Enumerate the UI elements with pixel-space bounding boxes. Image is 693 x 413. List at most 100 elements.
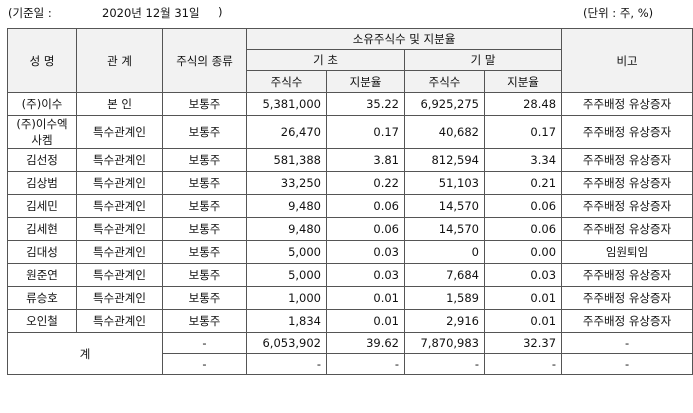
basis-date-value: 2020년 12월 31일 [102, 6, 200, 20]
cell-note: 주주배정 유상증자 [561, 171, 693, 195]
cell-relation: 특수관계인 [76, 309, 163, 333]
table-row: 김세현 특수관계인 보통주 9,480 0.06 14,570 0.06 주주배정 유상증자 [7, 217, 693, 241]
cell-start-shares: 9,480 [246, 194, 327, 218]
table-body: (주)이수 본 인 보통주 5,381,000 35.22 6,925,275 28.48 주… [7, 92, 693, 375]
total-label: 계 [7, 332, 163, 375]
total-end-shares: 7,870,983 [404, 332, 485, 354]
cell-name: 류승호 [7, 286, 77, 310]
cell-stock-type: 보통주 [162, 240, 247, 264]
header-start-ratio: 지분율 [326, 70, 405, 93]
cell-end-shares: 2,916 [404, 309, 485, 333]
cell-start-ratio: 0.01 [326, 286, 405, 310]
cell-relation: 특수관계인 [76, 194, 163, 218]
header-end-shares: 주식수 [404, 70, 485, 93]
cell-start-shares: 1,834 [246, 309, 327, 333]
table-row: 류승호 특수관계인 보통주 1,000 0.01 1,589 0.01 주주배정 유상증자 [7, 286, 693, 310]
cell-note: 주주배정 유상증자 [561, 217, 693, 241]
total-end-shares: - [404, 353, 485, 375]
header-name: 성 명 [7, 28, 77, 93]
cell-start-ratio: 3.81 [326, 148, 405, 172]
table-row: 김선정 특수관계인 보통주 581,388 3.81 812,594 3.34 주주배정 유상… [7, 148, 693, 172]
cell-start-ratio: 35.22 [326, 92, 405, 116]
cell-end-ratio: 0.01 [483, 309, 563, 333]
cell-stock-type: 보통주 [162, 194, 247, 218]
total-start-ratio: 39.62 [326, 332, 405, 354]
total-end-ratio: - [483, 353, 563, 375]
header-note: 비고 [561, 28, 693, 93]
cell-note: 주주배정 유상증자 [561, 309, 693, 333]
total-end-ratio: 32.37 [483, 332, 563, 354]
cell-end-shares: 6,925,275 [404, 92, 485, 116]
header-start: 기 초 [246, 49, 405, 71]
cell-end-shares: 0 [404, 240, 485, 264]
cell-name: 김선정 [7, 148, 77, 172]
cell-name: 김세현 [7, 217, 77, 241]
table-row: 김세민 특수관계인 보통주 9,480 0.06 14,570 0.06 주주배정 유상증자 [7, 194, 693, 218]
total-stock-type: - [162, 332, 247, 354]
cell-name: (주)이수엑사켐 [7, 115, 77, 149]
cell-stock-type: 보통주 [162, 286, 247, 310]
cell-end-ratio: 3.34 [483, 148, 563, 172]
unit-label: (단위 : 주, %) [583, 6, 654, 20]
cell-end-shares: 51,103 [404, 171, 485, 195]
cell-end-ratio: 0.21 [483, 171, 563, 195]
total-note: - [561, 353, 693, 375]
cell-relation: 특수관계인 [76, 240, 163, 264]
cell-start-shares: 5,000 [246, 240, 327, 264]
cell-start-shares: 5,381,000 [246, 92, 327, 116]
table-row: 김대성 특수관계인 보통주 5,000 0.03 0 0.00 임원퇴임 [7, 240, 693, 264]
cell-stock-type: 보통주 [162, 309, 247, 333]
basis-date-label: (기준일 : [8, 6, 52, 20]
cell-start-ratio: 0.03 [326, 240, 405, 264]
table-row: (주)이수 본 인 보통주 5,381,000 35.22 6,925,275 28.48 주… [7, 92, 693, 116]
cell-end-ratio: 28.48 [483, 92, 563, 116]
cell-name: 원준연 [7, 263, 77, 287]
cell-name: 김상범 [7, 171, 77, 195]
cell-start-ratio: 0.03 [326, 263, 405, 287]
cell-start-ratio: 0.06 [326, 194, 405, 218]
cell-stock-type: 보통주 [162, 171, 247, 195]
report-header: (기준일 : 2020년 12월 31일 ) (단위 : 주, %) [0, 0, 693, 26]
cell-note: 주주배정 유상증자 [561, 148, 693, 172]
cell-end-ratio: 0.00 [483, 240, 563, 264]
cell-start-ratio: 0.01 [326, 309, 405, 333]
total-start-shares: 6,053,902 [246, 332, 327, 354]
cell-name: (주)이수 [7, 92, 77, 116]
cell-stock-type: 보통주 [162, 217, 247, 241]
cell-end-shares: 14,570 [404, 217, 485, 241]
cell-relation: 특수관계인 [76, 115, 163, 149]
table-row: 원준연 특수관계인 보통주 5,000 0.03 7,684 0.03 주주배정 유상증자 [7, 263, 693, 287]
cell-end-ratio: 0.06 [483, 217, 563, 241]
cell-end-ratio: 0.03 [483, 263, 563, 287]
cell-stock-type: 보통주 [162, 115, 247, 149]
header-end-ratio: 지분율 [483, 70, 563, 93]
total-stock-type: - [162, 353, 247, 375]
cell-relation: 특수관계인 [76, 263, 163, 287]
header-start-shares: 주식수 [246, 70, 327, 93]
header-end: 기 말 [403, 49, 563, 71]
cell-end-ratio: 0.17 [483, 115, 563, 149]
cell-name: 김세민 [7, 194, 77, 218]
cell-end-ratio: 0.06 [483, 194, 563, 218]
cell-start-shares: 33,250 [246, 171, 327, 195]
cell-start-shares: 26,470 [246, 115, 327, 149]
cell-relation: 특수관계인 [76, 217, 163, 241]
cell-relation: 본 인 [76, 92, 163, 116]
cell-start-ratio: 0.06 [326, 217, 405, 241]
cell-start-ratio: 0.17 [326, 115, 405, 149]
cell-relation: 특수관계인 [76, 171, 163, 195]
cell-start-shares: 5,000 [246, 263, 327, 287]
total-note: - [561, 332, 693, 354]
total-start-ratio: - [326, 353, 405, 375]
shareholding-table: 성 명 관 계 주식의 종류 소유주식수 및 지분율 비고 기 초 기 말 주식… [7, 28, 693, 375]
cell-note: 주주배정 유상증자 [561, 263, 693, 287]
cell-end-shares: 14,570 [404, 194, 485, 218]
cell-end-shares: 812,594 [404, 148, 485, 172]
table-row: 오인철 특수관계인 보통주 1,834 0.01 2,916 0.01 주주배정 유상증자 [7, 309, 693, 333]
cell-relation: 특수관계인 [76, 286, 163, 310]
cell-end-shares: 1,589 [404, 286, 485, 310]
cell-start-ratio: 0.22 [326, 171, 405, 195]
cell-stock-type: 보통주 [162, 263, 247, 287]
cell-start-shares: 581,388 [246, 148, 327, 172]
cell-note: 주주배정 유상증자 [561, 194, 693, 218]
